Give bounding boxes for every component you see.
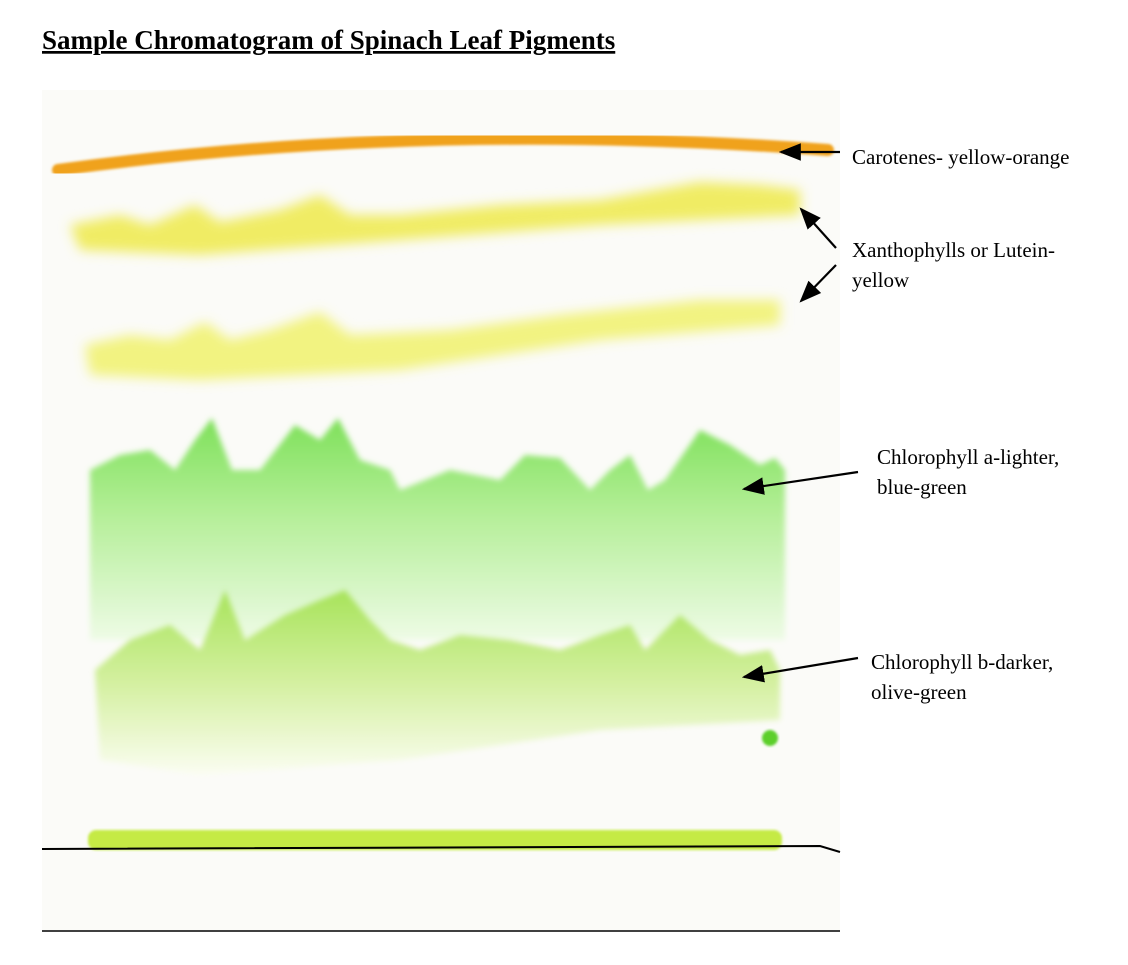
spot — [762, 730, 778, 746]
label: Xanthophylls or Lutein- — [852, 238, 1055, 262]
label: Chlorophyll a-lighter, — [877, 445, 1059, 469]
origin-line — [41, 844, 841, 853]
chlorophyll-a-band — [90, 418, 785, 640]
label: yellow — [852, 268, 910, 292]
label: blue-green — [877, 475, 967, 499]
label: Carotenes- yellow-orange — [852, 145, 1070, 169]
label: Chlorophyll b-darker, — [871, 650, 1053, 674]
label: olive-green — [871, 680, 967, 704]
chlorophyll-b-band — [95, 590, 780, 775]
xanthophyll-bands — [70, 182, 800, 380]
title: Sample Chromatogram of Spinach Leaf Pigm… — [42, 25, 615, 55]
carotene-band — [52, 132, 834, 176]
arrows — [741, 143, 859, 683]
